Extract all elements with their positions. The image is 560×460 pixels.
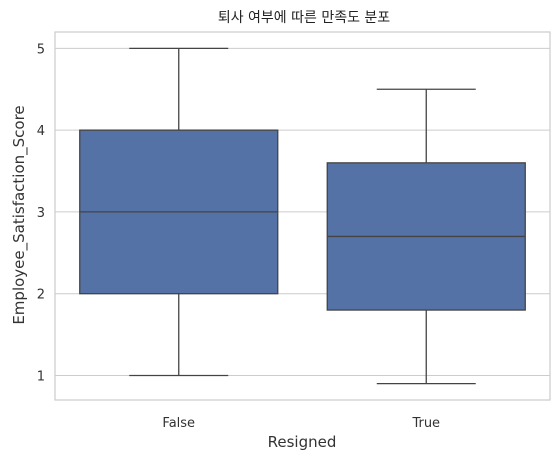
- y-tick-label: 2: [37, 288, 45, 303]
- plot-frame: [54, 31, 551, 401]
- y-tick-label: 4: [37, 124, 45, 139]
- x-tick-label: True: [411, 416, 440, 431]
- y-tick-label: 5: [37, 42, 45, 57]
- box-true: [326, 88, 526, 385]
- y-ticks: 1 2 3 4 5: [37, 42, 45, 384]
- x-axis-label: Resigned: [268, 433, 337, 451]
- y-tick-label: 3: [37, 206, 45, 221]
- boxes: [79, 47, 526, 385]
- y-tick-label: 1: [37, 369, 45, 384]
- y-axis-label: Employee_Satisfaction_Score: [10, 105, 29, 324]
- x-ticks: False True: [162, 416, 440, 431]
- chart-title: 퇴사 여부에 따른 만족도 분포: [218, 10, 390, 26]
- box-false: [79, 47, 279, 377]
- x-tick-label: False: [162, 416, 195, 431]
